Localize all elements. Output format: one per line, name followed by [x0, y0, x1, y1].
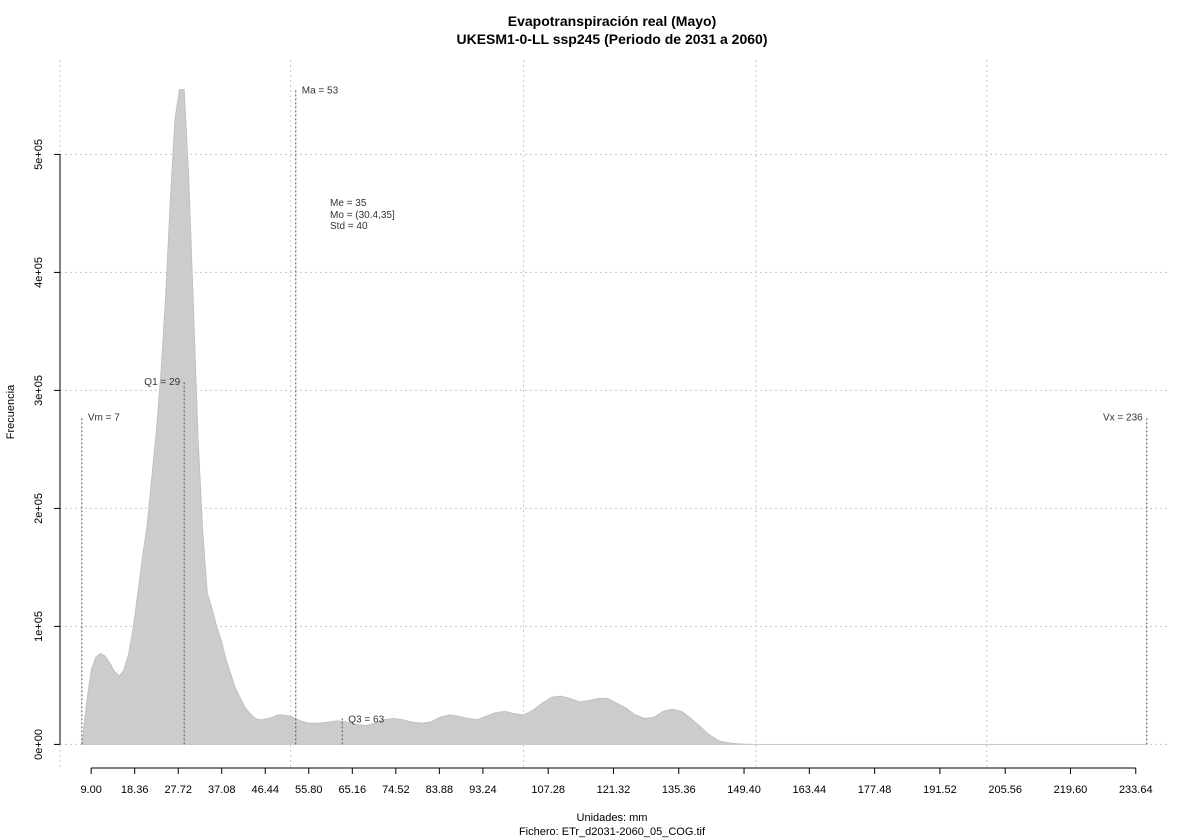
x-tick-label: 121.32: [597, 784, 631, 796]
x-tick-label: 65.16: [339, 784, 367, 796]
x-tick-label: 83.88: [426, 784, 454, 796]
stat-mode: Mo = (30.4,35]: [330, 210, 395, 221]
x-tick-label: 27.72: [164, 784, 192, 796]
y-tick-label: 5e+05: [33, 139, 45, 170]
marker-layer: Vm = 7 Q1 = 29 Ma = 53 Q3 = 63 Vx = 236: [81, 86, 1148, 745]
file-caption: Fichero: ETr_d2031-2060_05_COG.tif: [519, 826, 706, 838]
chart-title: Evapotranspiración real (Mayo): [508, 13, 717, 29]
axis-layer: 9.00 18.36 27.72 37.08 46.44 55.80 65.16 74.52 8…: [33, 139, 1153, 796]
y-tick-label: 2e+05: [33, 493, 45, 524]
y-tick-label: 1e+05: [33, 611, 45, 642]
x-tick-label: 135.36: [662, 784, 696, 796]
y-tick-label: 4e+05: [33, 257, 45, 288]
marker-label: Q1 = 29: [144, 377, 180, 388]
y-tick-label: 3e+05: [33, 375, 45, 406]
x-axis-label: Unidades: mm: [577, 812, 648, 824]
marker-label: Vm = 7: [88, 412, 120, 423]
y-tick-label: 0e+00: [33, 729, 45, 760]
x-tick-label: 74.52: [382, 784, 410, 796]
x-tick-label: 177.48: [858, 784, 892, 796]
stats-box: Me = 35 Mo = (30.4,35] Std = 40: [330, 198, 395, 232]
stat-std: Std = 40: [330, 221, 368, 232]
x-tick-label: 93.24: [469, 784, 497, 796]
x-tick-label: 18.36: [121, 784, 149, 796]
y-axis-label: Frecuencia: [5, 384, 17, 439]
x-tick-label: 149.40: [727, 784, 761, 796]
density-area: [81, 89, 1147, 745]
marker-label: Q3 = 63: [348, 714, 384, 725]
x-tick-label: 37.08: [208, 784, 236, 796]
marker-label: Ma = 53: [302, 86, 339, 97]
x-tick-label: 233.64: [1119, 784, 1153, 796]
chart-subtitle: UKESM1-0-LL ssp245 (Periodo de 2031 a 20…: [457, 31, 768, 47]
marker-label: Vx = 236: [1103, 412, 1143, 423]
x-tick-label: 219.60: [1054, 784, 1088, 796]
x-tick-label: 191.52: [923, 784, 957, 796]
stat-median: Me = 35: [330, 198, 367, 209]
x-tick-label: 55.80: [295, 784, 323, 796]
x-tick-label: 9.00: [80, 784, 101, 796]
x-tick-label: 205.56: [988, 784, 1022, 796]
x-tick-label: 163.44: [793, 784, 827, 796]
x-tick-label: 107.28: [531, 784, 565, 796]
area-layer: [81, 89, 1147, 745]
x-tick-label: 46.44: [251, 784, 279, 796]
